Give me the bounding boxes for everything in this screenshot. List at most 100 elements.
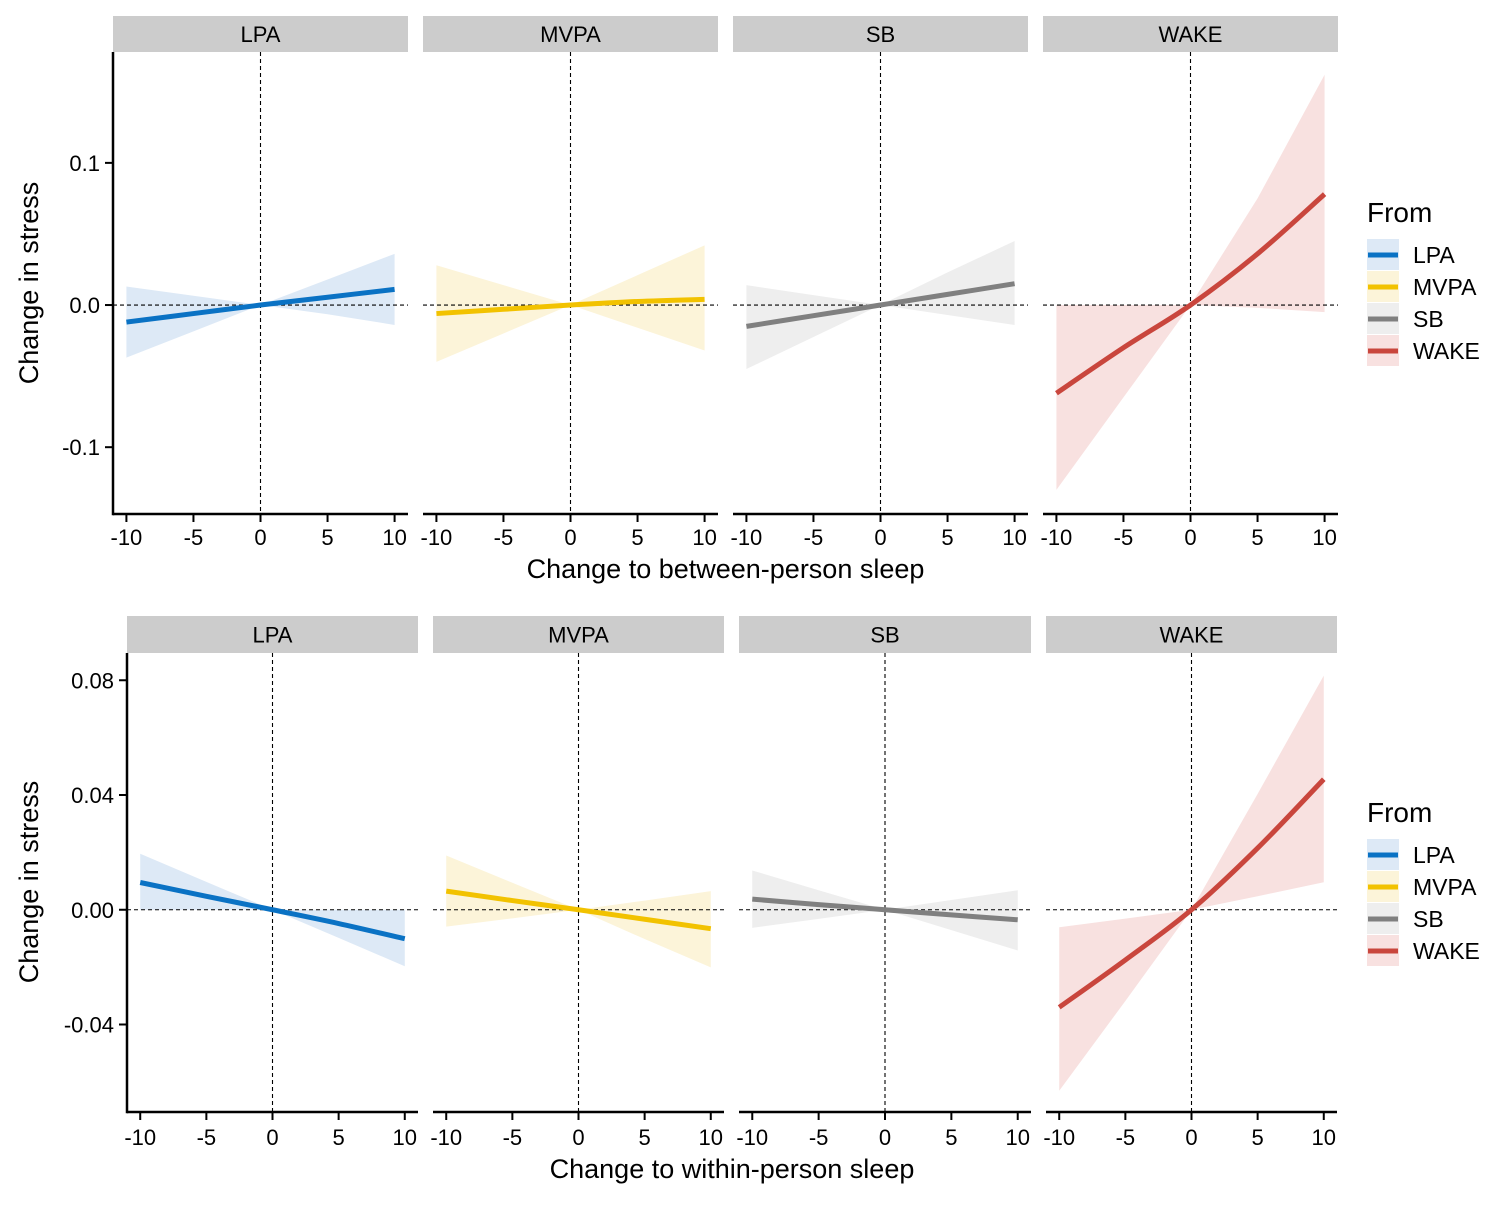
series-line-lpa bbox=[126, 286, 395, 325]
x-tick-label: -5 bbox=[1116, 1125, 1136, 1150]
x-tick-label: 10 bbox=[1312, 1125, 1336, 1150]
x-tick-label: 0 bbox=[572, 1125, 584, 1150]
y-tick-label: 0.1 bbox=[69, 151, 100, 176]
x-axis-title: Change to within-person sleep bbox=[550, 1154, 915, 1184]
y-tick-label: 0.0 bbox=[69, 293, 100, 318]
facet-panel-wake: WAKE -10 -5 0 5 10 bbox=[1041, 16, 1338, 550]
series-line-lpa bbox=[139, 880, 406, 942]
facet-strip-label: WAKE bbox=[1159, 22, 1223, 47]
confidence-ribbon bbox=[446, 855, 711, 968]
x-tick-label: -10 bbox=[1043, 1125, 1075, 1150]
facet-panel-mvpa: MVPA -10 -5 0 5 10 bbox=[421, 16, 718, 550]
facet-panel-mvpa: MVPA -10 -5 0 5 10 bbox=[430, 616, 724, 1150]
facet-strip bbox=[433, 616, 724, 653]
x-tick-label: -5 bbox=[503, 1125, 523, 1150]
x-tick-label: -10 bbox=[111, 525, 143, 550]
series-line-sb bbox=[752, 896, 1018, 923]
facet-panel-wake: WAKE -10 -5 0 5 10 bbox=[1043, 616, 1337, 1150]
x-tick-label: 10 bbox=[699, 1125, 723, 1150]
facet-strip-label: WAKE bbox=[1160, 623, 1224, 648]
x-tick-label: 0 bbox=[879, 1125, 891, 1150]
x-tick-label: -10 bbox=[421, 525, 453, 550]
legend-label: WAKE bbox=[1413, 338, 1480, 364]
facet-strip-label: LPA bbox=[253, 623, 293, 648]
x-tick-label: 10 bbox=[1312, 525, 1336, 550]
x-tick-label: 5 bbox=[941, 525, 953, 550]
y-axis-title: Change in stress bbox=[14, 182, 44, 385]
x-tick-label: 0 bbox=[1184, 525, 1196, 550]
confidence-ribbon bbox=[752, 870, 1018, 951]
facet-strip bbox=[127, 616, 418, 653]
series-line-mvpa bbox=[445, 888, 712, 932]
x-tick-label: -5 bbox=[1114, 525, 1134, 550]
facet-strip bbox=[733, 16, 1028, 52]
legend-label: WAKE bbox=[1413, 938, 1480, 964]
x-tick-label: -5 bbox=[184, 525, 204, 550]
confidence-ribbon bbox=[126, 253, 395, 358]
legend: From LPA MVPA SB WAKE bbox=[1367, 797, 1480, 966]
x-tick-label: -10 bbox=[736, 1125, 768, 1150]
facet-strip bbox=[113, 16, 408, 52]
x-tick-label: -10 bbox=[731, 525, 763, 550]
legend: From LPA MVPA SB WAKE bbox=[1367, 197, 1480, 366]
facet-strip bbox=[1043, 16, 1338, 52]
x-tick-label: 5 bbox=[639, 1125, 651, 1150]
y-axis-title: Change in stress bbox=[14, 781, 44, 984]
x-tick-label: 5 bbox=[945, 1125, 957, 1150]
facet-strip-label: MVPA bbox=[540, 22, 601, 47]
legend-label: MVPA bbox=[1413, 874, 1477, 900]
x-tick-label: -5 bbox=[494, 525, 514, 550]
x-tick-label: 10 bbox=[692, 525, 716, 550]
x-tick-label: 10 bbox=[382, 525, 406, 550]
x-tick-label: -5 bbox=[809, 1125, 829, 1150]
legend-label: LPA bbox=[1413, 242, 1455, 268]
confidence-ribbon bbox=[1059, 675, 1324, 1091]
x-tick-label: 5 bbox=[321, 525, 333, 550]
x-tick-label: 0 bbox=[564, 525, 576, 550]
facet-strip bbox=[739, 616, 1031, 653]
x-tick-label: 5 bbox=[333, 1125, 345, 1150]
facet-panel-sb: SB -10 -5 0 5 10 bbox=[731, 16, 1028, 550]
facet-strip bbox=[423, 16, 718, 52]
x-tick-label: 5 bbox=[1251, 525, 1263, 550]
y-tick-label: -0.1 bbox=[62, 435, 100, 460]
y-tick-label: 0.00 bbox=[71, 898, 114, 923]
legend-label: SB bbox=[1413, 306, 1444, 332]
x-tick-label: 0 bbox=[254, 525, 266, 550]
chart-row-1: LPA -10 -5 0 5 10 MVPA -10 -5 0 5 10 SB -10 -5 0 5 10 WAKE… bbox=[14, 16, 1480, 584]
confidence-ribbon bbox=[436, 245, 705, 362]
x-tick-label: 0 bbox=[874, 525, 886, 550]
facet-strip bbox=[1046, 616, 1337, 653]
legend-title: From bbox=[1367, 197, 1432, 228]
facet-strip-label: MVPA bbox=[548, 623, 609, 648]
x-tick-label: -10 bbox=[430, 1125, 462, 1150]
series-line-wake bbox=[1055, 192, 1327, 396]
x-tick-label: -10 bbox=[124, 1125, 156, 1150]
facet-panel-sb: SB -10 -5 0 5 10 bbox=[736, 616, 1031, 1150]
facet-strip-label: SB bbox=[866, 22, 895, 47]
facet-panel-lpa: LPA -10 -5 0 5 10 bbox=[111, 16, 408, 550]
x-axis-title: Change to between-person sleep bbox=[527, 554, 925, 584]
x-tick-label: 5 bbox=[631, 525, 643, 550]
x-tick-label: -5 bbox=[197, 1125, 217, 1150]
confidence-ribbon bbox=[1056, 74, 1325, 490]
x-tick-label: 0 bbox=[1185, 1125, 1197, 1150]
legend-title: From bbox=[1367, 797, 1432, 828]
legend-label: SB bbox=[1413, 906, 1444, 932]
x-tick-label: 10 bbox=[393, 1125, 417, 1150]
series-line-mvpa bbox=[436, 296, 705, 317]
x-tick-label: 5 bbox=[1252, 1125, 1264, 1150]
facet-strip-label: SB bbox=[870, 623, 899, 648]
legend-label: MVPA bbox=[1413, 274, 1477, 300]
x-tick-label: 0 bbox=[266, 1125, 278, 1150]
x-tick-label: 10 bbox=[1005, 1125, 1029, 1150]
x-tick-label: -5 bbox=[804, 525, 824, 550]
series-line-sb bbox=[746, 281, 1015, 329]
series-line-wake bbox=[1057, 777, 1326, 1010]
facet-panel-lpa: LPA -10 -5 0 5 10 bbox=[124, 616, 418, 1150]
legend-label: LPA bbox=[1413, 842, 1455, 868]
y-tick-label: -0.04 bbox=[64, 1013, 114, 1038]
facet-strip-label: LPA bbox=[241, 22, 281, 47]
